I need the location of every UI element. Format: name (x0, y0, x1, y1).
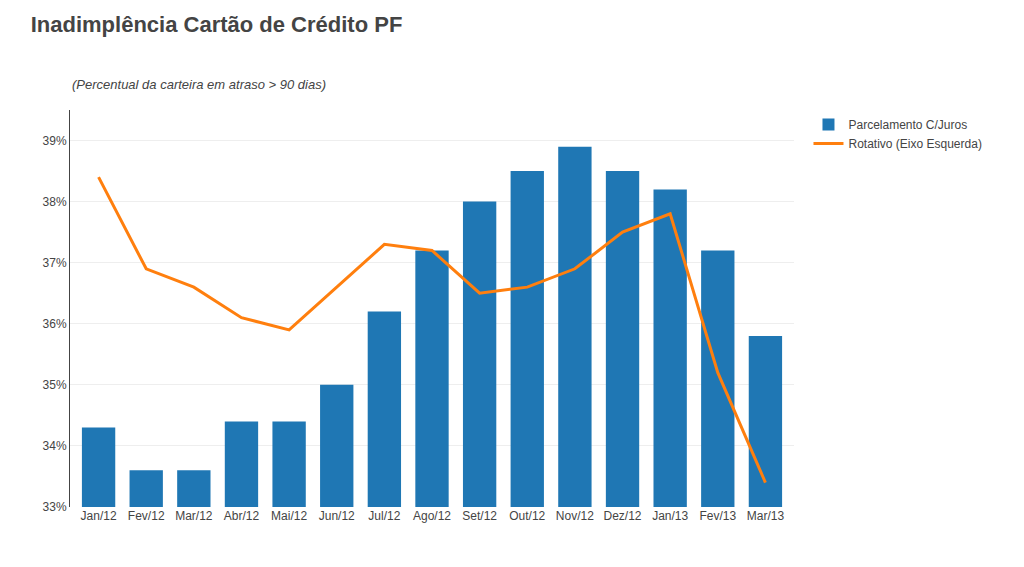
svg-text:Jan/13: Jan/13 (652, 509, 688, 523)
svg-text:Inadimplência Cartão de Crédit: Inadimplência Cartão de Crédito PF (31, 12, 403, 37)
svg-text:35%: 35% (43, 378, 67, 392)
svg-text:Set/12: Set/12 (462, 509, 497, 523)
svg-text:Nov/12: Nov/12 (556, 509, 594, 523)
svg-text:36%: 36% (43, 317, 67, 331)
svg-text:(Percentual da carteira em atr: (Percentual da carteira em atraso > 90 d… (72, 77, 326, 92)
svg-text:Fev/12: Fev/12 (128, 509, 165, 523)
svg-text:34%: 34% (43, 439, 67, 453)
svg-text:Jun/12: Jun/12 (319, 509, 355, 523)
svg-text:Mar/12: Mar/12 (175, 509, 213, 523)
svg-text:Abr/12: Abr/12 (224, 509, 260, 523)
svg-text:Jan/12: Jan/12 (81, 509, 117, 523)
svg-text:Out/12: Out/12 (509, 509, 545, 523)
svg-text:Mar/13: Mar/13 (747, 509, 785, 523)
svg-text:39%: 39% (43, 134, 67, 148)
svg-text:38%: 38% (43, 195, 67, 209)
svg-text:Parcelamento C/Juros: Parcelamento C/Juros (848, 118, 967, 132)
svg-text:Mai/12: Mai/12 (271, 509, 307, 523)
svg-text:Ago/12: Ago/12 (413, 509, 451, 523)
svg-text:Dez/12: Dez/12 (604, 509, 642, 523)
svg-text:Fev/13: Fev/13 (699, 509, 736, 523)
svg-text:33%: 33% (43, 500, 67, 514)
svg-text:Rotativo (Eixo Esquerda): Rotativo (Eixo Esquerda) (848, 137, 981, 151)
svg-text:Jul/12: Jul/12 (368, 509, 400, 523)
svg-text:37%: 37% (43, 256, 67, 270)
